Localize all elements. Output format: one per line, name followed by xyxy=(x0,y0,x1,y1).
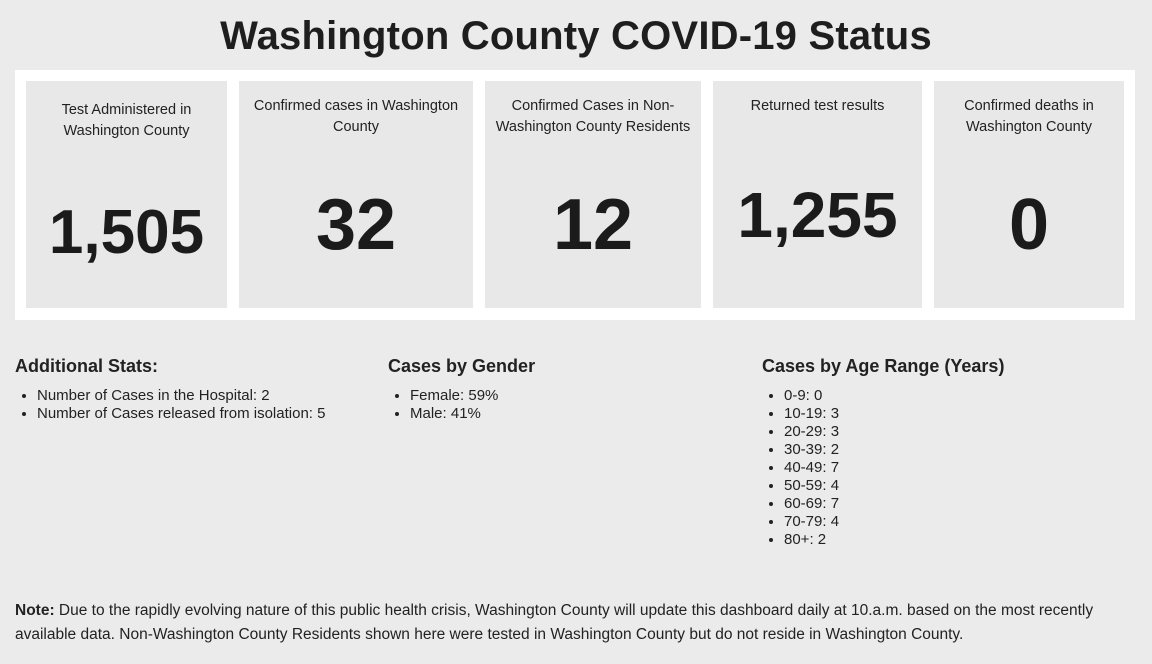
list-item: 0-9: 0 xyxy=(784,387,1132,405)
card-value: 32 xyxy=(315,185,397,265)
gender-list: Female: 59% Male: 41% xyxy=(388,387,748,423)
gender-section: Cases by Gender Female: 59% Male: 41% xyxy=(388,356,748,423)
additional-stats-section: Additional Stats: Number of Cases in the… xyxy=(15,356,375,423)
stats-panel: Test Administered in Washington County 1… xyxy=(15,70,1135,320)
list-item: 30-39: 2 xyxy=(784,441,1132,459)
card-non-resident-cases: Confirmed Cases in Non-Washington County… xyxy=(485,81,701,308)
card-label: Confirmed deaths in Washington County xyxy=(964,98,1094,135)
note-text: Due to the rapidly evolving nature of th… xyxy=(15,602,1094,643)
card-label: Returned test results xyxy=(750,98,885,114)
card-label: Test Administered in Washington County xyxy=(61,102,192,139)
section-heading: Additional Stats: xyxy=(15,356,158,376)
card-label: Confirmed cases in Washington County xyxy=(253,98,459,135)
age-range-list: 0-9: 0 10-19: 3 20-29: 3 30-39: 2 40-49:… xyxy=(762,387,1132,549)
additional-stats-list: Number of Cases in the Hospital: 2 Numbe… xyxy=(15,387,375,423)
page-title: Washington County COVID-19 Status xyxy=(220,14,932,58)
list-item: 50-59: 4 xyxy=(784,477,1132,495)
list-item: Female: 59% xyxy=(410,387,748,405)
section-heading: Cases by Age Range (Years) xyxy=(762,356,1005,376)
section-heading: Cases by Gender xyxy=(388,356,536,376)
card-label: Confirmed Cases in Non-Washington County… xyxy=(495,98,691,135)
card-value: 1,505 xyxy=(48,198,205,267)
note-paragraph: Note: Due to the rapidly evolving nature… xyxy=(15,599,1135,647)
list-item: 60-69: 7 xyxy=(784,495,1132,513)
note-label: Note: xyxy=(15,602,55,619)
card-returned-results: Returned test results 1,255 xyxy=(713,81,922,308)
list-item: 70-79: 4 xyxy=(784,513,1132,531)
list-item: 40-49: 7 xyxy=(784,459,1132,477)
list-item: Number of Cases released from isolation:… xyxy=(37,405,375,423)
card-confirmed-deaths: Confirmed deaths in Washington County 0 xyxy=(934,81,1124,308)
card-confirmed-cases: Confirmed cases in Washington County 32 xyxy=(239,81,473,308)
list-item: Number of Cases in the Hospital: 2 xyxy=(37,387,375,405)
card-value: 12 xyxy=(552,185,634,265)
list-item: 10-19: 3 xyxy=(784,405,1132,423)
list-item: 20-29: 3 xyxy=(784,423,1132,441)
age-range-section: Cases by Age Range (Years) 0-9: 0 10-19:… xyxy=(762,356,1132,549)
card-value: 0 xyxy=(1008,185,1050,265)
card-value: 1,255 xyxy=(737,179,898,251)
list-item: 80+: 2 xyxy=(784,531,1132,549)
list-item: Male: 41% xyxy=(410,405,748,423)
card-tests-administered: Test Administered in Washington County 1… xyxy=(26,81,227,308)
